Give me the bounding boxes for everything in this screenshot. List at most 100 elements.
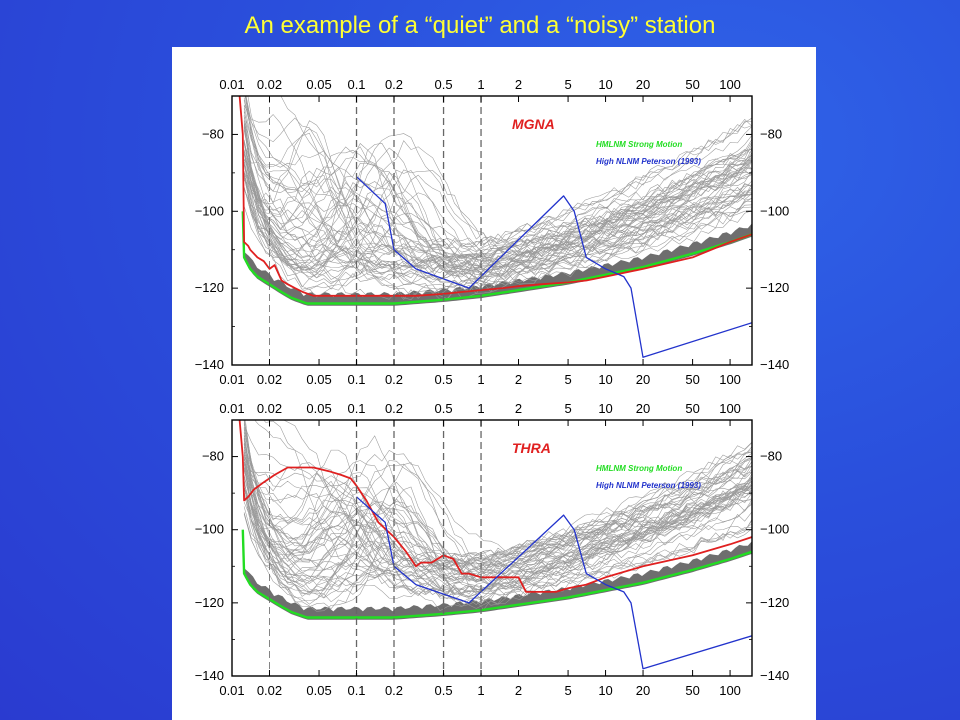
background-trace (243, 140, 752, 270)
y-tick-label: −80 (202, 449, 224, 464)
background-trace (243, 437, 752, 594)
x-tick-label: 10 (598, 77, 612, 92)
background-trace (243, 170, 752, 301)
x-tick-label: 0.02 (257, 683, 282, 698)
chart-mgna: 0.01 0.01 0.02 0.02 0.05 0.05 0.1 0.1 0.2 0.2 0.5 0… (195, 77, 790, 387)
x-tick-label: 0.1 (347, 372, 365, 387)
plot-area-mgna (238, 96, 752, 358)
background-trace (243, 443, 752, 592)
background-trace (243, 423, 752, 586)
axes-frame-mgna (231, 95, 753, 366)
background-trace (243, 479, 752, 592)
legend-entry: HMLNM Strong Motion (596, 464, 682, 473)
y-tick-label: −140 (195, 668, 224, 683)
background-trace (243, 462, 752, 583)
x-tick-label: 0.05 (306, 77, 331, 92)
y-tick-label: −120 (195, 595, 224, 610)
background-trace (243, 175, 752, 281)
background-traces-mgna (243, 96, 752, 301)
figure-panel: 0.01 0.01 0.02 0.02 0.05 0.05 0.1 0.1 0.2 0.2 0.5 0… (172, 47, 816, 720)
x-tick-label: 10 (598, 683, 612, 698)
x-tick-label: 1 (477, 683, 484, 698)
x-tick-label: 0.01 (219, 77, 244, 92)
x-tick-label: 0.5 (435, 683, 453, 698)
y-tick-label: −100 (195, 203, 224, 218)
background-trace (243, 481, 752, 596)
x-tick-label: 0.01 (219, 401, 244, 416)
background-trace (283, 420, 752, 572)
background-trace (243, 457, 752, 612)
x-tick-label: 20 (636, 401, 650, 416)
y-tick-label: −120 (760, 280, 789, 295)
x-tick-label: 0.01 (219, 372, 244, 387)
plot-area-thra (238, 420, 752, 670)
background-trace (245, 96, 752, 261)
x-tick-label: 50 (685, 683, 699, 698)
background-trace (243, 139, 752, 273)
background-trace (243, 172, 752, 291)
x-tick-label: 0.02 (257, 77, 282, 92)
background-trace (243, 108, 752, 248)
x-tick-label: 50 (685, 77, 699, 92)
x-tick-label: 100 (719, 683, 741, 698)
x-tick-label: 50 (685, 401, 699, 416)
x-tick-label: 5 (564, 77, 571, 92)
x-tick-label: 0.01 (219, 683, 244, 698)
background-trace (243, 460, 752, 561)
background-trace (243, 456, 752, 600)
background-trace (243, 443, 752, 599)
x-tick-label: 2 (515, 401, 522, 416)
background-trace (243, 451, 752, 565)
y-tick-label: −140 (760, 668, 789, 683)
chart-thra: 0.01 0.01 0.02 0.02 0.05 0.05 0.1 0.1 0.2 0.2 0.5 0… (195, 401, 790, 698)
x-tick-label: 0.5 (435, 372, 453, 387)
background-trace (243, 149, 752, 247)
background-trace (243, 116, 752, 253)
y-tick-label: −140 (195, 357, 224, 372)
background-trace (243, 143, 752, 261)
background-trace (245, 96, 752, 274)
background-trace (243, 123, 752, 297)
y-tick-label: −100 (195, 522, 224, 537)
x-tick-label: 1 (477, 77, 484, 92)
x-tick-label: 10 (598, 372, 612, 387)
x-tick-label: 0.5 (435, 401, 453, 416)
axes-frame-thra (231, 419, 753, 677)
background-trace (243, 130, 752, 273)
legend-entry: High NLNM Peterson (1993) (596, 481, 701, 490)
x-tick-label: 0.05 (306, 401, 331, 416)
background-trace (243, 484, 752, 603)
background-trace (263, 420, 752, 568)
background-trace (243, 147, 752, 278)
background-trace (243, 425, 752, 570)
x-tick-label: 0.1 (347, 683, 365, 698)
background-trace (243, 435, 752, 573)
legend-entry: High NLNM Peterson (1993) (596, 157, 701, 166)
x-tick-label: 0.1 (347, 401, 365, 416)
y-tick-label: −80 (760, 449, 782, 464)
background-trace (243, 420, 752, 572)
x-tick-label: 20 (636, 372, 650, 387)
x-tick-label: 0.05 (306, 372, 331, 387)
station-label-mgna: MGNA (512, 116, 555, 132)
x-tick-label: 5 (564, 683, 571, 698)
background-trace (243, 162, 752, 288)
background-trace (243, 451, 752, 571)
background-trace (243, 142, 752, 279)
y-tick-label: −120 (195, 280, 224, 295)
background-trace (243, 97, 752, 286)
x-tick-label: 0.05 (306, 683, 331, 698)
x-tick-label: 0.02 (257, 401, 282, 416)
x-tick-label: 50 (685, 372, 699, 387)
x-tick-label: 2 (515, 683, 522, 698)
background-trace (243, 428, 752, 567)
background-trace (243, 143, 752, 284)
background-trace (243, 115, 752, 279)
x-tick-label: 2 (515, 372, 522, 387)
legend-entry: HMLNM Strong Motion (596, 140, 682, 149)
psd-figure: 0.01 0.01 0.02 0.02 0.05 0.05 0.1 0.1 0.2 0.2 0.5 0… (195, 77, 790, 698)
x-tick-label: 0.5 (435, 77, 453, 92)
station-label-thra: THRA (512, 440, 551, 456)
x-tick-label: 5 (564, 401, 571, 416)
background-trace (243, 454, 752, 566)
